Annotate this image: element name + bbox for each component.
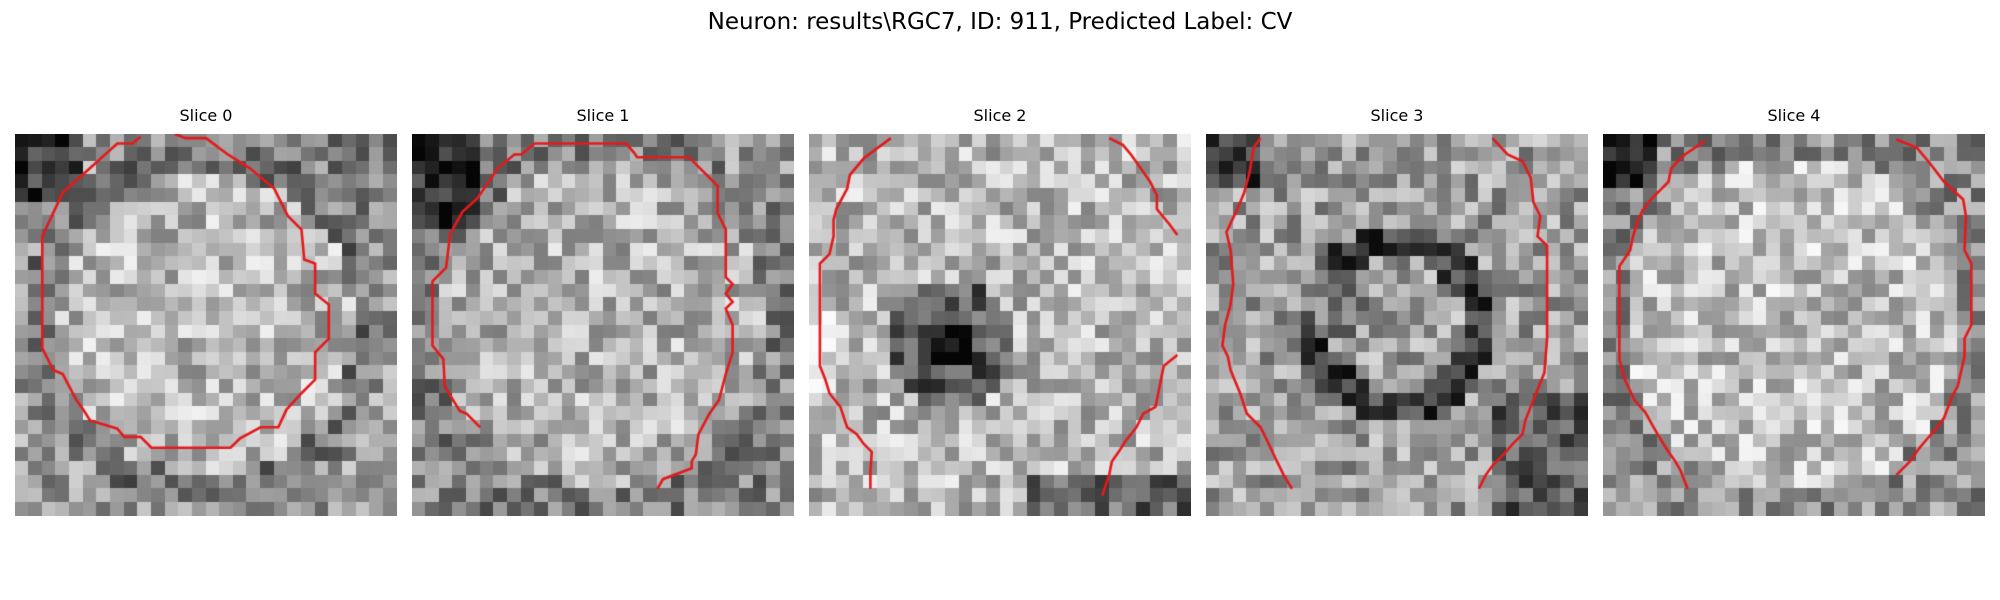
slice-panel-4: Slice 4 (1603, 104, 1985, 518)
slice-panel-0: Slice 0 (15, 104, 397, 518)
slice-panel-3: Slice 3 (1206, 104, 1588, 518)
slice-title: Slice 2 (973, 106, 1027, 125)
slice-image-4 (1603, 134, 1985, 516)
slice-title: Slice 0 (179, 106, 233, 125)
slice-panel-1: Slice 1 (412, 104, 794, 518)
slice-image-1 (412, 134, 794, 516)
slice-title: Slice 3 (1370, 106, 1424, 125)
slice-image-2 (809, 134, 1191, 516)
figure-title: Neuron: results\RGC7, ID: 911, Predicted… (707, 9, 1293, 35)
slice-image-3 (1206, 134, 1588, 516)
slice-title: Slice 4 (1767, 106, 1821, 125)
slice-image-0 (15, 134, 397, 516)
slice-title: Slice 1 (576, 106, 630, 125)
slice-panel-2: Slice 2 (809, 104, 1191, 518)
